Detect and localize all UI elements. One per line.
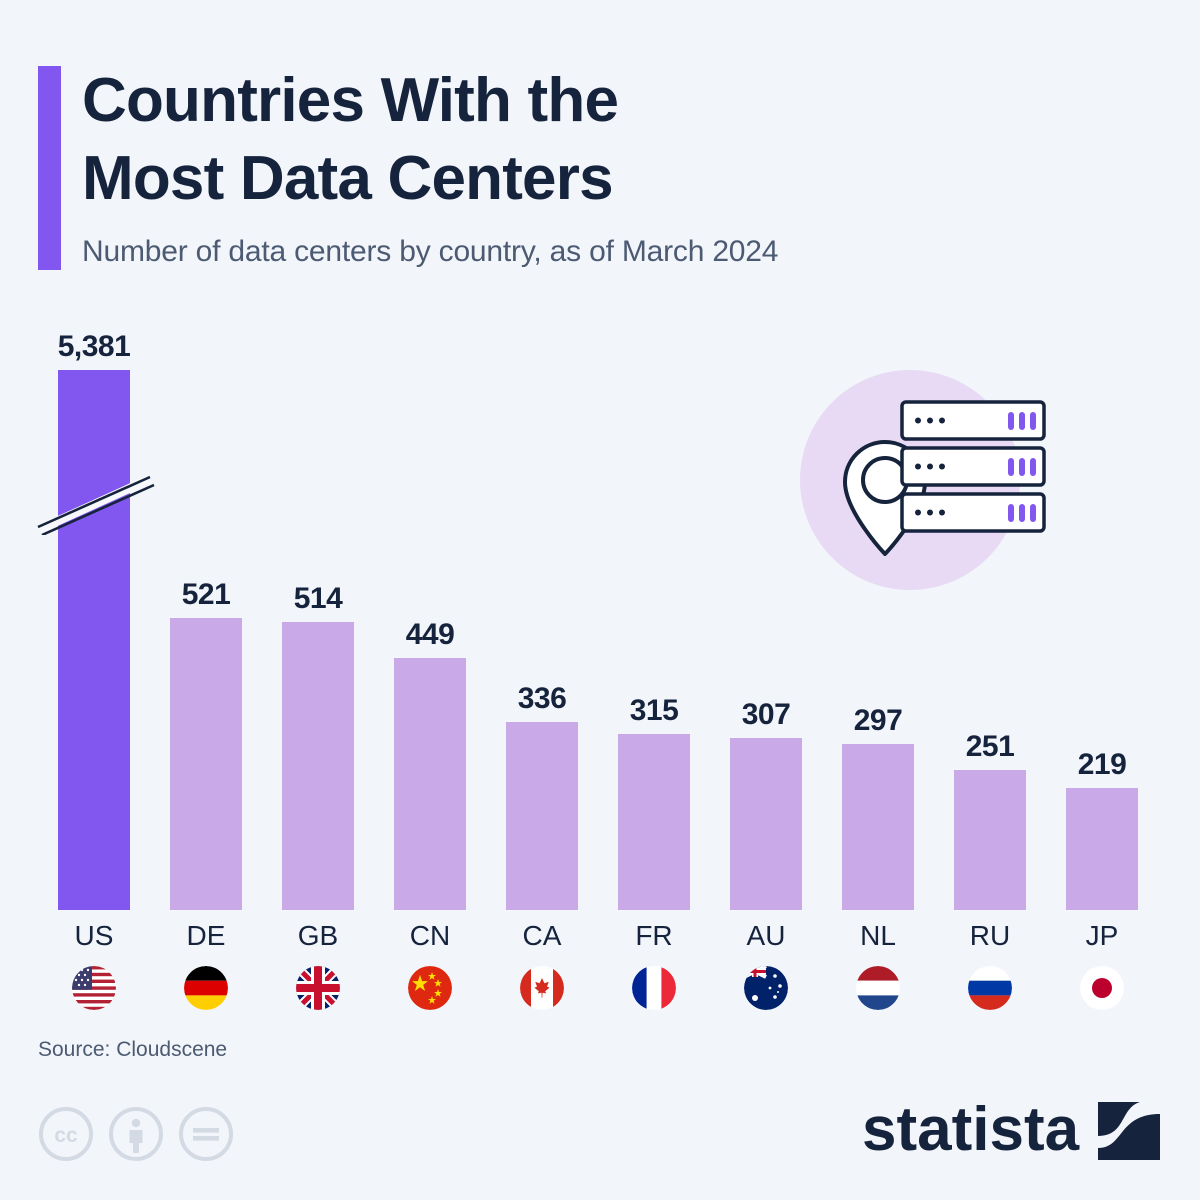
nl-flag-icon xyxy=(856,966,900,1010)
bar-group-nl[interactable]: 297 NL xyxy=(822,300,934,1020)
bar-ca[interactable] xyxy=(506,722,578,910)
bar-group-fr[interactable]: 315 FR xyxy=(598,300,710,1020)
statista-logo[interactable]: statista xyxy=(862,1095,1162,1164)
bar-chart: 5,381 US 521 DE 514 GB xyxy=(0,300,1200,1020)
header: Countries With the Most Data Centers Num… xyxy=(0,0,1200,300)
data-center-location-illustration xyxy=(770,370,1070,600)
jp-flag-icon xyxy=(1080,966,1124,1010)
cc-noderivatives-icon[interactable] xyxy=(178,1106,234,1162)
bar-value-nl: 297 xyxy=(853,704,903,737)
bar-gb[interactable] xyxy=(282,622,354,910)
source-label: Source: Cloudscene xyxy=(38,1038,228,1061)
de-flag-icon xyxy=(184,966,228,1010)
bar-label-cn: CN xyxy=(409,920,451,951)
bar-group-us[interactable]: 5,381 US xyxy=(38,300,150,1020)
bar-label-nl: NL xyxy=(860,920,896,951)
statista-mark xyxy=(1098,1102,1160,1160)
bar-value-gb: 514 xyxy=(293,582,343,615)
license-badges: cc xyxy=(38,1106,278,1164)
bar-label-gb: GB xyxy=(297,920,339,951)
bar-group-gb[interactable]: 514 GB xyxy=(262,300,374,1020)
bar-label-jp: JP xyxy=(1085,920,1119,951)
cc-icon[interactable]: cc xyxy=(38,1106,94,1162)
bar-cn[interactable] xyxy=(394,658,466,910)
bar-group-au[interactable]: 307 AU xyxy=(710,300,822,1020)
bar-value-ru: 251 xyxy=(965,730,1015,763)
bar-label-us: US xyxy=(74,920,114,951)
axis-break-marker xyxy=(30,455,160,537)
title-line-2: Most Data Centers xyxy=(82,144,614,213)
bar-value-de: 521 xyxy=(181,578,231,611)
au-flag-icon xyxy=(744,966,788,1010)
bar-group-jp[interactable]: 219 JP xyxy=(1046,300,1158,1020)
bar-value-cn: 449 xyxy=(405,618,455,651)
bar-value-ca: 336 xyxy=(517,682,567,715)
bar-group-de[interactable]: 521 DE xyxy=(150,300,262,1020)
page-subtitle: Number of data centers by country, as of… xyxy=(82,235,779,268)
fr-flag-icon xyxy=(632,966,676,1010)
bar-group-cn[interactable]: 449 CN xyxy=(374,300,486,1020)
bar-label-ca: CA xyxy=(522,920,562,951)
cc-attribution-icon[interactable] xyxy=(108,1106,164,1162)
bar-au[interactable] xyxy=(730,738,802,910)
bar-label-ru: RU xyxy=(969,920,1011,951)
gb-flag-icon xyxy=(296,966,340,1010)
statista-wordmark: statista xyxy=(862,1098,1080,1164)
bar-value-au: 307 xyxy=(741,698,791,731)
cn-flag-icon xyxy=(408,966,452,1010)
bar-label-au: AU xyxy=(746,920,786,951)
bar-value-jp: 219 xyxy=(1077,748,1127,781)
bar-fr[interactable] xyxy=(618,734,690,910)
bar-ru[interactable] xyxy=(954,770,1026,910)
title-line-1: Countries With the xyxy=(82,66,619,135)
page-title: Countries With the Most Data Centers xyxy=(82,62,1082,218)
bar-value-fr: 315 xyxy=(629,694,679,727)
bar-jp[interactable] xyxy=(1066,788,1138,910)
bar-label-de: DE xyxy=(186,920,226,951)
bar-us[interactable] xyxy=(58,370,130,910)
bar-nl[interactable] xyxy=(842,744,914,910)
us-flag-icon xyxy=(72,966,116,1010)
ca-flag-icon xyxy=(520,966,564,1010)
bar-value-us: 5,381 xyxy=(57,330,131,363)
bar-label-fr: FR xyxy=(635,920,673,951)
svg-text:cc: cc xyxy=(54,1124,78,1147)
ru-flag-icon xyxy=(968,966,1012,1010)
bar-de[interactable] xyxy=(170,618,242,910)
bar-group-ca[interactable]: 336 CA xyxy=(486,300,598,1020)
title-accent-bar xyxy=(38,66,61,270)
bar-group-ru[interactable]: 251 RU xyxy=(934,300,1046,1020)
